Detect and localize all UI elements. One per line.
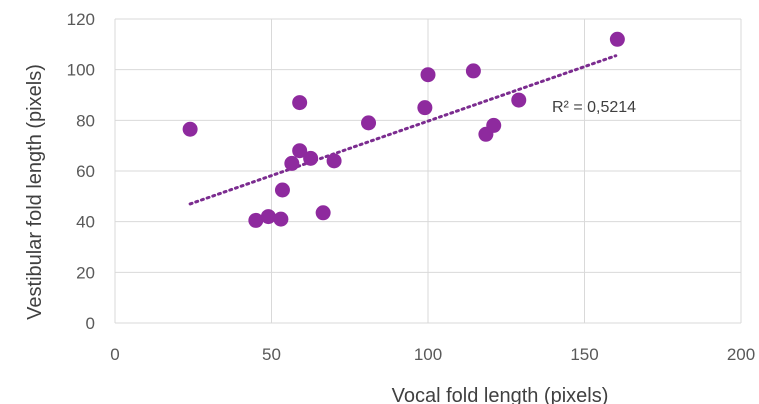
y-tick-label: 80 — [76, 111, 95, 130]
data-point — [361, 115, 377, 131]
x-tick-label: 200 — [727, 345, 755, 364]
data-point — [182, 121, 198, 137]
data-point — [326, 153, 342, 169]
x-tick-label: 50 — [262, 345, 281, 364]
data-point — [609, 31, 625, 47]
data-points — [182, 31, 625, 228]
data-point — [465, 63, 481, 79]
data-point — [511, 92, 527, 108]
trendline — [188, 54, 618, 206]
x-axis-title: Vocal fold length (pixels) — [392, 385, 609, 404]
data-point — [274, 182, 290, 198]
r-squared-label: R² = 0,5214 — [552, 99, 636, 116]
data-point — [315, 205, 331, 221]
data-point — [260, 209, 276, 225]
y-tick-label: 120 — [67, 10, 95, 29]
y-tick-label: 0 — [86, 314, 95, 333]
data-point — [417, 100, 433, 116]
x-tick-label: 150 — [570, 345, 598, 364]
y-tick-label: 20 — [76, 263, 95, 282]
y-axis-ticks: 0 20 40 60 80 100 120 — [67, 10, 95, 333]
x-tick-label: 0 — [110, 345, 119, 364]
x-axis-ticks: 0 50 100 150 200 — [110, 345, 755, 364]
data-point — [292, 95, 308, 111]
y-tick-label: 40 — [76, 213, 95, 232]
data-point — [420, 67, 436, 83]
data-point — [486, 117, 502, 133]
data-point — [284, 155, 300, 171]
data-point — [248, 212, 264, 228]
y-tick-label: 100 — [67, 61, 95, 80]
grid — [114, 18, 742, 324]
x-tick-label: 100 — [414, 345, 442, 364]
trendline-group — [188, 54, 618, 206]
data-point — [303, 150, 319, 166]
data-point — [273, 211, 289, 227]
y-tick-label: 60 — [76, 162, 95, 181]
y-axis-title: Vestibular fold length (pixels) — [24, 64, 46, 320]
data-point — [292, 143, 308, 159]
